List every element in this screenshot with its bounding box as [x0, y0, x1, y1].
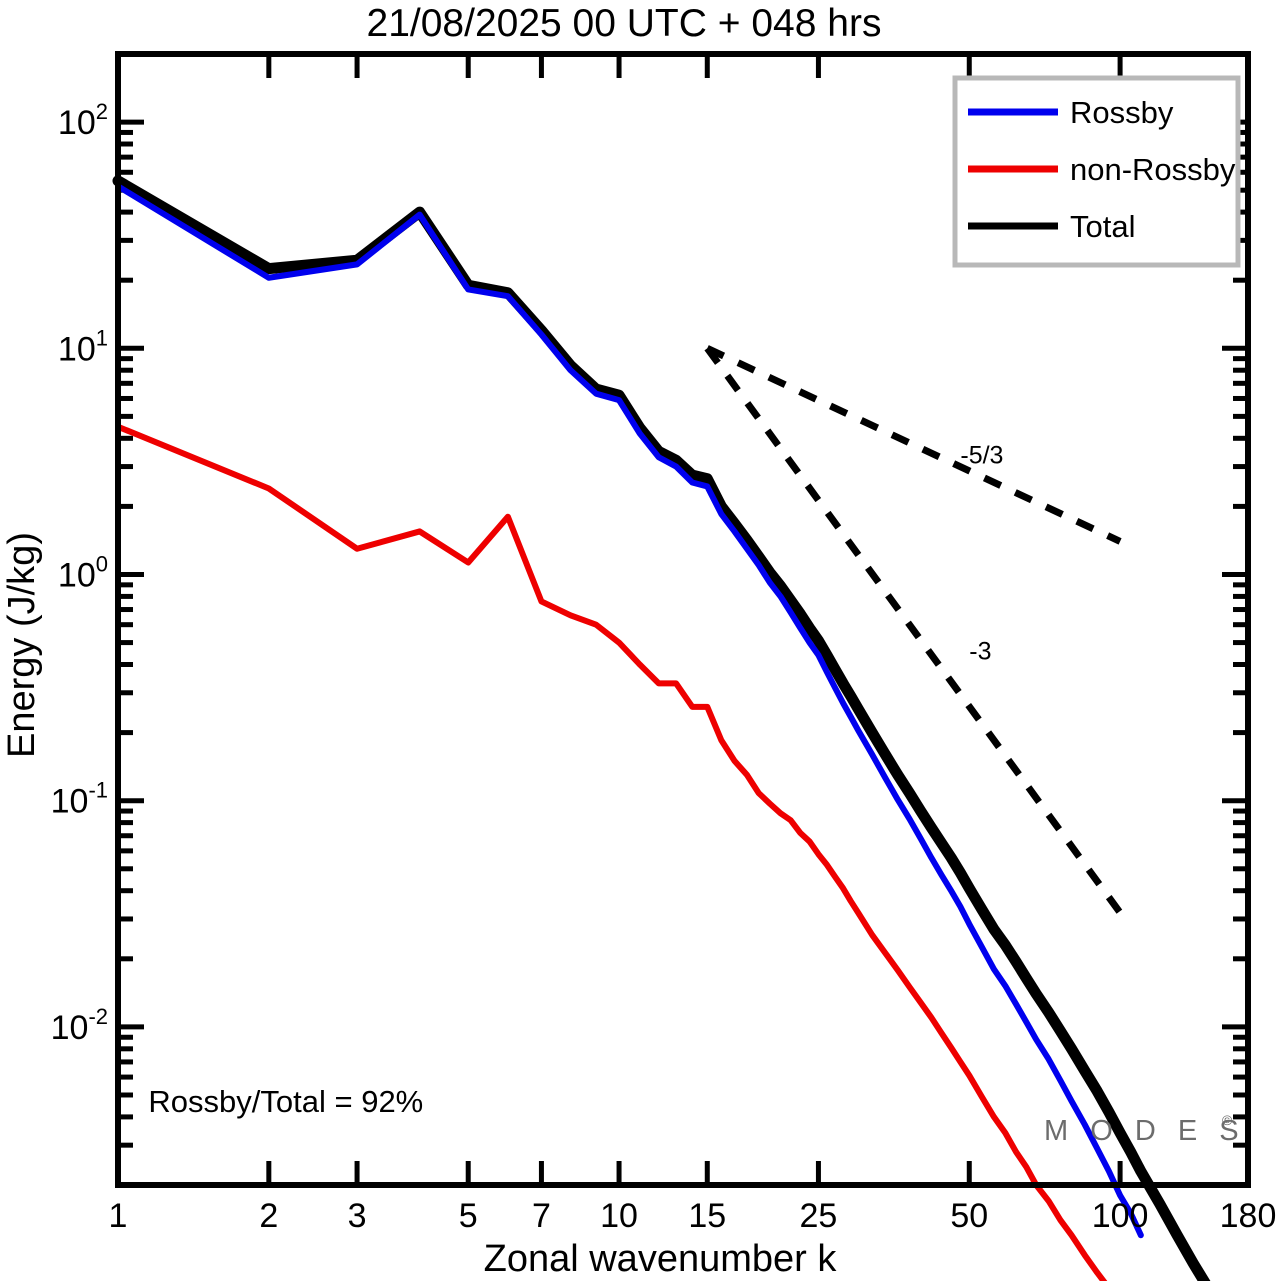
reference-slope-lines	[704, 345, 1123, 915]
series-line-rossby	[115, 183, 1144, 1239]
x-tick-label: 1	[109, 1197, 128, 1235]
x-axis-tick-labels: 1 2 3 5 7 10 15 25 50 100 180	[109, 1197, 1277, 1235]
chart-title: 21/08/2025 00 UTC + 048 hrs	[367, 2, 882, 45]
x-axis-ticks	[115, 54, 1251, 1185]
reference-slope-labels: -5/3 -3	[960, 441, 1003, 665]
reference-line--5-3	[705, 345, 1122, 545]
legend-label-non-rossby: non-Rossby	[1070, 152, 1236, 187]
x-tick-label: 10	[600, 1197, 638, 1235]
x-tick-label: 15	[688, 1197, 726, 1235]
x-tick-label: 7	[532, 1197, 551, 1235]
reference-line-label: -3	[969, 638, 991, 666]
reference-line-label: -5/3	[960, 441, 1003, 469]
y-tick-label: 101	[58, 325, 108, 368]
legend-items: Rossby non-Rossby Total	[968, 95, 1236, 244]
y-axis-tick-labels: 10-2 10-1 100 101 102	[51, 99, 108, 1047]
y-tick-label: 102	[58, 99, 108, 142]
x-tick-label: 100	[1092, 1197, 1149, 1235]
y-axis-title: Energy (J/kg)	[1, 532, 43, 758]
x-tick-label: 25	[800, 1197, 838, 1235]
x-tick-label: 5	[459, 1197, 478, 1235]
plot-frame	[115, 51, 1251, 1188]
plot-annotations: Rossby/Total = 92%	[148, 1084, 423, 1119]
legend-label-rossby: Rossby	[1070, 95, 1174, 130]
y-tick-label: 10-2	[51, 1004, 108, 1047]
reference-line--3	[704, 346, 1123, 915]
watermark-text: M O D E S	[1044, 1115, 1246, 1147]
legend-label-total: Total	[1070, 209, 1135, 244]
y-tick-label: 100	[58, 551, 108, 594]
y-tick-label: 10-1	[51, 778, 108, 821]
x-tick-label: 2	[259, 1197, 278, 1235]
watermark-copyright-icon: ©	[1222, 1112, 1233, 1128]
x-tick-label: 3	[348, 1197, 367, 1235]
x-tick-label: 180	[1220, 1197, 1277, 1235]
modes-watermark: M O D E S ©	[1044, 1112, 1246, 1147]
legend: Rossby non-Rossby Total	[952, 75, 1241, 268]
rossby-total-ratio: Rossby/Total = 92%	[148, 1084, 423, 1119]
x-axis-title: Zonal wavenumber k	[484, 1238, 838, 1280]
x-tick-label: 50	[950, 1197, 988, 1235]
